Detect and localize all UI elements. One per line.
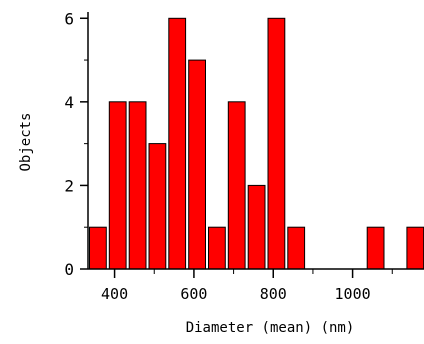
histogram-bar xyxy=(406,226,424,270)
histogram-bar xyxy=(108,101,127,270)
histogram-bar xyxy=(247,184,266,270)
x-tick-label: 600 xyxy=(180,285,207,303)
histogram-bar xyxy=(267,17,286,270)
x-tick-label: 800 xyxy=(260,285,287,303)
y-tick-label: 6 xyxy=(64,9,74,28)
x-tick-label: 400 xyxy=(101,285,128,303)
y-tick-label: 2 xyxy=(64,176,74,195)
y-tick-label: 0 xyxy=(64,260,74,279)
y-tick-label: 4 xyxy=(64,93,74,112)
x-axis-label: Diameter (mean) (nm) xyxy=(186,320,355,336)
bars-layer xyxy=(89,17,424,270)
y-axis-label: Objects xyxy=(18,112,34,171)
histogram-bar xyxy=(188,59,206,270)
histogram-bar xyxy=(287,226,306,270)
histogram-bar xyxy=(366,226,385,270)
histogram-bar xyxy=(128,101,147,270)
x-tick-label: 1000 xyxy=(335,285,371,303)
histogram-bar xyxy=(208,226,226,270)
axes-layer xyxy=(87,12,424,270)
ticks-layer: 0 2 4 6 400 600 800 1000 xyxy=(64,9,393,303)
histogram-bar xyxy=(89,226,107,270)
histogram-bar xyxy=(148,143,167,270)
histogram-bar xyxy=(168,17,187,270)
histogram-bar xyxy=(227,101,246,270)
